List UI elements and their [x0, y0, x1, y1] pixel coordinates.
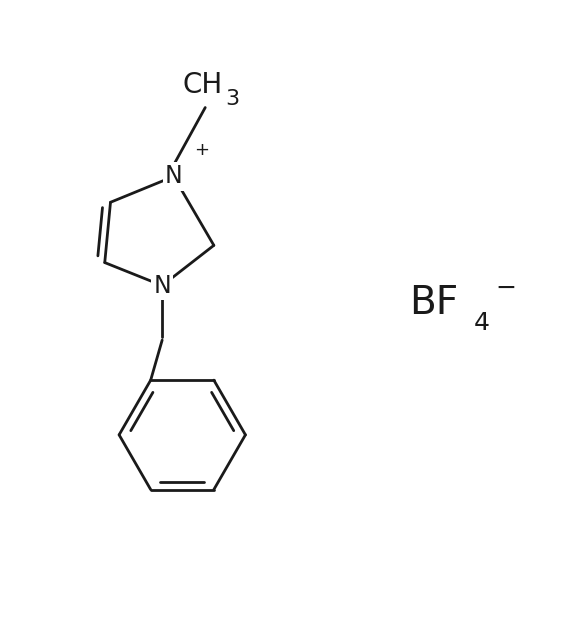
Text: N: N — [153, 273, 171, 298]
Text: CH: CH — [182, 71, 223, 99]
Text: +: + — [194, 141, 209, 159]
Text: 4: 4 — [473, 311, 489, 335]
Text: −: − — [495, 276, 516, 300]
Text: N: N — [165, 164, 182, 188]
Text: 3: 3 — [226, 89, 240, 109]
Text: BF: BF — [409, 284, 458, 322]
